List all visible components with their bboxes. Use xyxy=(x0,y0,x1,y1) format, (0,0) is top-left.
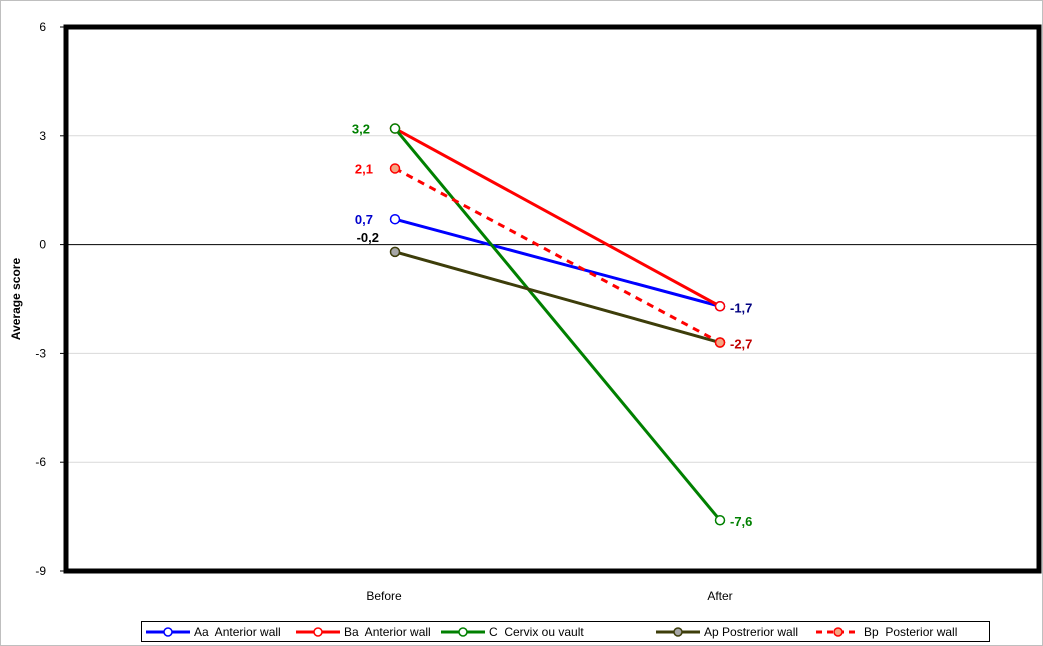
series-line xyxy=(394,217,721,308)
data-point xyxy=(389,123,401,134)
legend-swatch-marker xyxy=(673,626,683,637)
y-tick-label: -9 xyxy=(35,564,46,578)
x-tick-label: After xyxy=(707,589,732,603)
legend-label: Aa Anterior wall xyxy=(194,624,281,639)
legend-item: C Cervix ou vault xyxy=(439,622,584,641)
series-line xyxy=(394,167,721,344)
legend: Aa Anterior wall Ba Anterior wall C Cervix… xyxy=(141,621,990,642)
legend-swatch xyxy=(441,626,485,637)
legend-swatch-marker xyxy=(163,626,173,637)
series-line xyxy=(393,127,722,522)
legend-swatch xyxy=(656,626,700,637)
y-axis-label: Average score xyxy=(9,258,23,341)
data-label: -1,7 xyxy=(730,300,752,315)
data-label: 2,1 xyxy=(355,161,373,176)
plot-area-border xyxy=(63,24,1042,574)
series-line xyxy=(394,127,721,308)
legend-swatch-marker xyxy=(458,626,468,637)
legend-item: Ap Postrerior wall xyxy=(654,622,798,641)
data-point xyxy=(389,246,401,258)
legend-item: Ba Anterior wall xyxy=(294,622,431,641)
legend-item: Bp Posterior wall xyxy=(814,622,957,641)
legend-label: Bp Posterior wall xyxy=(864,624,958,639)
data-label: -2,7 xyxy=(730,337,752,352)
legend-item: Aa Anterior wall xyxy=(144,622,281,641)
y-tick-label: -6 xyxy=(35,455,46,469)
data-label: -0,2 xyxy=(357,230,379,245)
legend-swatch-marker xyxy=(313,626,323,637)
data-point xyxy=(714,301,726,312)
legend-label: Ba Anterior wall xyxy=(344,624,431,639)
data-point xyxy=(714,337,726,348)
legend-swatch xyxy=(296,626,340,637)
data-label: 3,2 xyxy=(352,122,370,137)
y-tick-label: 3 xyxy=(39,129,46,143)
data-point xyxy=(389,213,401,225)
series-line xyxy=(394,250,721,344)
data-point xyxy=(389,163,401,174)
y-tick-label: 0 xyxy=(39,238,46,252)
y-tick-label: -3 xyxy=(35,346,46,360)
y-tick-label: 6 xyxy=(39,20,46,34)
data-label: 0,7 xyxy=(355,212,373,227)
legend-swatch xyxy=(146,626,190,637)
x-tick-label: Before xyxy=(366,589,402,603)
data-point xyxy=(714,514,726,526)
legend-swatch-marker xyxy=(833,626,843,637)
data-label: -7,6 xyxy=(730,514,752,529)
legend-label: Ap Postrerior wall xyxy=(704,624,799,639)
legend-swatch xyxy=(816,626,860,637)
legend-label: C Cervix ou vault xyxy=(489,624,584,639)
